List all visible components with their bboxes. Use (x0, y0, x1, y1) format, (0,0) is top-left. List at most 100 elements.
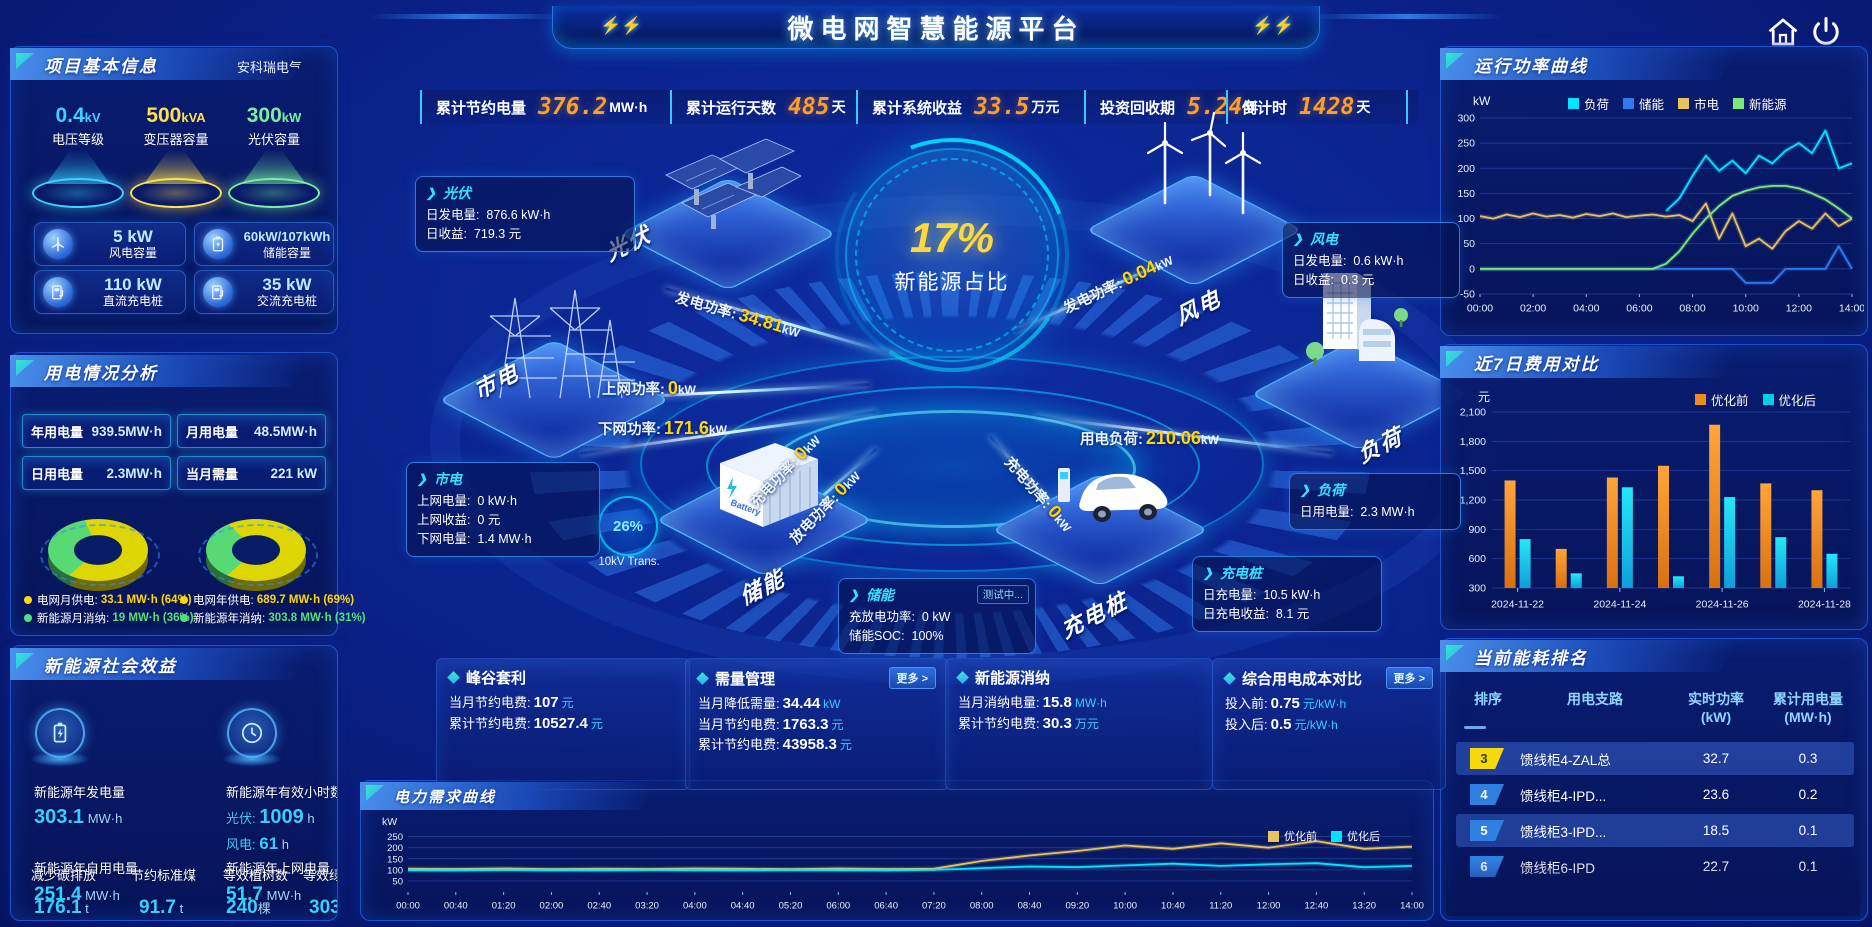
more-button[interactable]: 更多 > (888, 667, 936, 689)
legend-swatch (1733, 98, 1745, 109)
transformer-load-pct: 26% (598, 496, 658, 556)
panel-cost-header: 近7日费用对比 (1440, 346, 1740, 378)
charger-icon (203, 277, 233, 307)
stat-unit: MW·h (609, 99, 648, 115)
svg-text:250: 250 (387, 832, 403, 843)
hours-pedestal (223, 708, 281, 766)
power-cell: 18.5 (1702, 823, 1730, 838)
ranking-header-cell: 累计用电量 (MW·h) (1773, 691, 1843, 725)
stat-item-3: 投资回收期 5.24 年 (1084, 90, 1258, 124)
home-icon[interactable] (1765, 14, 1801, 50)
table-row-rank-3[interactable]: 3 馈线柜4-ZAL总 32.7 0.3 (1456, 742, 1854, 775)
power-cell: 22.7 (1702, 859, 1730, 874)
legend-swatch (1568, 98, 1579, 109)
arrow-icon: ❯ (426, 186, 437, 200)
svg-text:100: 100 (1457, 213, 1475, 225)
usage-stat-0: 年用电量 939.5MW·h (22, 414, 171, 448)
svg-text:06:40: 06:40 (874, 901, 898, 912)
cost-y-unit: 元 (1478, 390, 1491, 404)
legend-dot (180, 614, 188, 622)
card-title: 新能源消纳 (975, 670, 1051, 687)
ranking-table[interactable]: 3 馈线柜4-ZAL总 32.7 0.3 4 馈线柜4-IPD... 23.6 0.2 5 馈线柜… (1456, 742, 1854, 878)
gauge-label: 变压器容量 (143, 132, 209, 147)
panel-power-header: 运行功率曲线 (1440, 48, 1740, 80)
svg-text:12:00: 12:00 (1257, 901, 1281, 912)
panel-project-info-header: 项目基本信息 安科瑞电气 ▼ (10, 48, 312, 80)
flow-label-f1: 发电功率:34.81kW (673, 290, 802, 341)
gauge-label: 电压等级 (51, 132, 104, 147)
donut-legend-item-3: 新能源年消纳: 303.8 MW·h (31%) (180, 610, 366, 626)
panel-title: 新能源社会效益 (44, 656, 177, 676)
legend-item-优化后: 优化后 (1762, 390, 1816, 409)
stat-unit: 万元 (1031, 99, 1060, 115)
ranking-header-cell: 实时功率 (kW) (1688, 691, 1744, 725)
clock-icon (227, 708, 277, 758)
cost-legend: 优化前 优化后 (1695, 390, 1816, 409)
svg-text:300: 300 (1468, 583, 1486, 595)
branch-cell: 馈线柜4-ZAL总 (1520, 752, 1611, 768)
table-row-rank-4[interactable]: 4 馈线柜4-IPD... 23.6 0.2 (1456, 778, 1854, 811)
legend-dot (24, 596, 32, 604)
carbon-label: 减少碳排放 (31, 868, 97, 883)
svg-text:150: 150 (1457, 188, 1475, 200)
legend-label: 新能源年消纳: (193, 613, 266, 625)
power-y-unit: kW (1473, 94, 1491, 108)
table-row-rank-6[interactable]: 6 馈线柜6-IPD 22.7 0.1 (1456, 850, 1854, 878)
svg-text:00:00: 00:00 (1467, 303, 1493, 315)
capacity-value: 5 kW (113, 227, 153, 246)
company-dropdown-value: 安科瑞电气 (237, 59, 303, 75)
gauge-cone (242, 150, 306, 184)
capacity-label: 储能容量 (262, 246, 311, 260)
battery-icon (203, 229, 233, 259)
gauge-cone (46, 150, 110, 184)
capacity-value: 60kW/107kWh (243, 229, 331, 244)
annual-hours-label: 新能源年有效小时数 (226, 785, 338, 800)
demand-y-unit: kW (382, 816, 398, 828)
table-row-rank-5[interactable]: 5 馈线柜3-IPD... 18.5 0.1 (1456, 814, 1854, 847)
svg-text:250: 250 (1457, 138, 1475, 150)
svg-text:14:00: 14:00 (1400, 901, 1424, 912)
stat-item-1: 累计运行天数 485 天 (670, 90, 856, 124)
panel-corner-icon (16, 53, 34, 69)
stat-label: 累计节约电量 (436, 99, 527, 117)
stats-bar: 累计节约电量 376.2 MW·h 累计运行天数 485 天累计系统收益 33.5 万元 投资回… (420, 90, 1418, 124)
capacity-label: 直流充电桩 (102, 294, 163, 308)
battery-lightning-icon (35, 708, 85, 758)
svg-text:50: 50 (392, 876, 403, 887)
title-band: 微电网智慧能源平台 (552, 6, 1320, 49)
svg-text:300: 300 (1457, 113, 1475, 125)
grid-platform (438, 339, 670, 461)
node-label-storage: 储能 (736, 564, 789, 611)
info-box-pv: ❯ 光伏 日发电量: 876.6 kW·h 日收益: 719.3 元 (415, 176, 635, 252)
pv-hours-value: 1009 (259, 806, 304, 828)
legend-dot (24, 614, 32, 622)
page-title: 微电网智慧能源平台 (787, 13, 1085, 44)
svg-text:08:00: 08:00 (970, 901, 994, 912)
wind-hours-value: 61 (259, 834, 279, 853)
svg-text:200: 200 (1457, 163, 1475, 175)
power-cell: 32.7 (1702, 751, 1730, 766)
wind-icon (43, 229, 73, 259)
branch-cell: 馈线柜4-IPD... (1520, 788, 1607, 804)
flow-label-f8: 发电功率:0.04kW (1061, 253, 1176, 318)
node-label-charger: 充电桩 (1057, 587, 1132, 644)
ranking-header-cell: 用电支路 (1567, 691, 1623, 707)
svg-text:06:00: 06:00 (826, 901, 850, 912)
ranking-table-header: 排序 用电支路 实时功率 (kW) 累计用电量 (MW·h) (1456, 690, 1854, 726)
stat-label: 倒计时 (1242, 99, 1288, 117)
panel-title: 项目基本信息 (44, 56, 158, 76)
pv-platform (619, 177, 837, 291)
legend-item-优化前: 优化前 (1268, 828, 1317, 844)
power-icon[interactable] (1808, 14, 1844, 50)
legend-swatch (1268, 830, 1279, 842)
more-button[interactable]: 更多 > (1385, 667, 1433, 689)
ranking-header-cell: 排序 (1474, 691, 1502, 707)
hub-bubble: 17% 新能源占比 (797, 100, 1107, 410)
svg-text:50: 50 (1463, 238, 1475, 250)
to-grid-value: 51.7 (226, 884, 263, 905)
panel-corner-icon (1446, 53, 1464, 69)
demand-legend: 优化前 优化后 (1268, 828, 1380, 844)
panel-corner-icon (16, 653, 34, 669)
arrow-icon: ❯ (1293, 232, 1304, 246)
svg-text:03:20: 03:20 (635, 901, 659, 912)
